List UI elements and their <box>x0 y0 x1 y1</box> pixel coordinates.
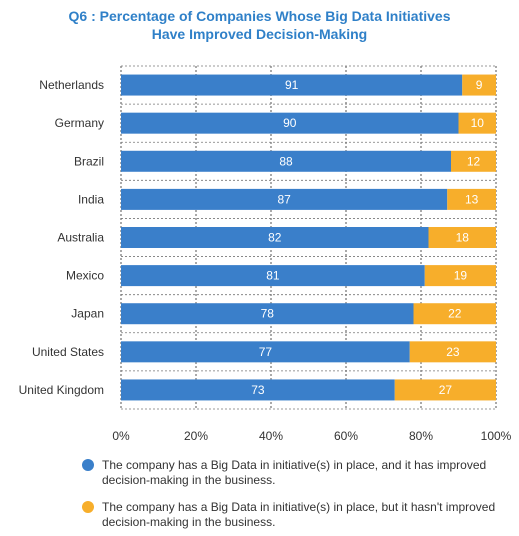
data-label: 19 <box>454 269 468 283</box>
category-label: United Kingdom <box>19 383 104 397</box>
category-label: India <box>78 192 104 206</box>
bar-not-improved <box>394 379 496 401</box>
category-label: Brazil <box>74 154 104 168</box>
x-tick-label: 40% <box>259 429 283 443</box>
category-label: Australia <box>57 231 104 245</box>
x-tick-label: 20% <box>184 429 208 443</box>
data-label: 22 <box>448 307 462 321</box>
data-label: 10 <box>471 116 485 130</box>
bar-not-improved <box>409 341 496 363</box>
data-label: 13 <box>465 192 479 206</box>
bar-not-improved <box>451 150 496 172</box>
bar-improved <box>121 379 395 401</box>
bar-not-improved <box>447 188 496 210</box>
chart-title-line-2: Have Improved Decision-Making <box>151 26 368 42</box>
data-label: 82 <box>268 231 282 245</box>
data-label: 23 <box>446 345 460 359</box>
bar-not-improved <box>458 112 496 134</box>
category-label: United States <box>32 345 104 359</box>
category-label: Mexico <box>66 269 104 283</box>
bar-improved <box>121 112 459 134</box>
category-label: Japan <box>71 307 104 321</box>
bar-improved <box>121 341 410 363</box>
bar-improved <box>121 150 451 172</box>
data-label: 81 <box>266 269 280 283</box>
category-label: Germany <box>55 116 104 130</box>
data-label: 77 <box>259 345 273 359</box>
data-label: 88 <box>279 154 293 168</box>
x-tick-label: 0% <box>112 429 130 443</box>
data-label: 27 <box>439 383 453 397</box>
chart-title: Q6 : Percentage of Companies Whose Big D… <box>0 7 519 43</box>
bar-not-improved <box>462 74 496 96</box>
category-label: Netherlands <box>39 78 104 92</box>
bar-not-improved <box>428 227 496 248</box>
legend-dot-orange <box>82 501 94 513</box>
data-label: 90 <box>283 116 297 130</box>
data-label: 9 <box>476 78 483 92</box>
data-label: 87 <box>277 192 291 206</box>
data-label: 12 <box>467 154 481 168</box>
x-tick-label: 60% <box>334 429 358 443</box>
bar-improved <box>121 188 448 210</box>
data-label: 78 <box>261 307 275 321</box>
data-label: 73 <box>251 383 265 397</box>
legend-dot-blue <box>82 459 94 471</box>
legend-text-not-improved: The company has a Big Data in initiative… <box>102 500 496 529</box>
bar-improved <box>121 303 414 325</box>
x-tick-label: 100% <box>481 429 512 443</box>
bar-not-improved <box>424 265 496 287</box>
chart-title-line-1: Q6 : Percentage of Companies Whose Big D… <box>68 8 451 24</box>
bar-improved <box>121 74 463 96</box>
bar-improved <box>121 227 429 248</box>
legend-text-improved: The company has a Big Data in initiative… <box>102 458 487 487</box>
bar-improved <box>121 265 425 287</box>
data-label: 18 <box>456 231 470 245</box>
x-tick-label: 80% <box>409 429 433 443</box>
bar-not-improved <box>413 303 496 325</box>
data-label: 91 <box>285 78 299 92</box>
